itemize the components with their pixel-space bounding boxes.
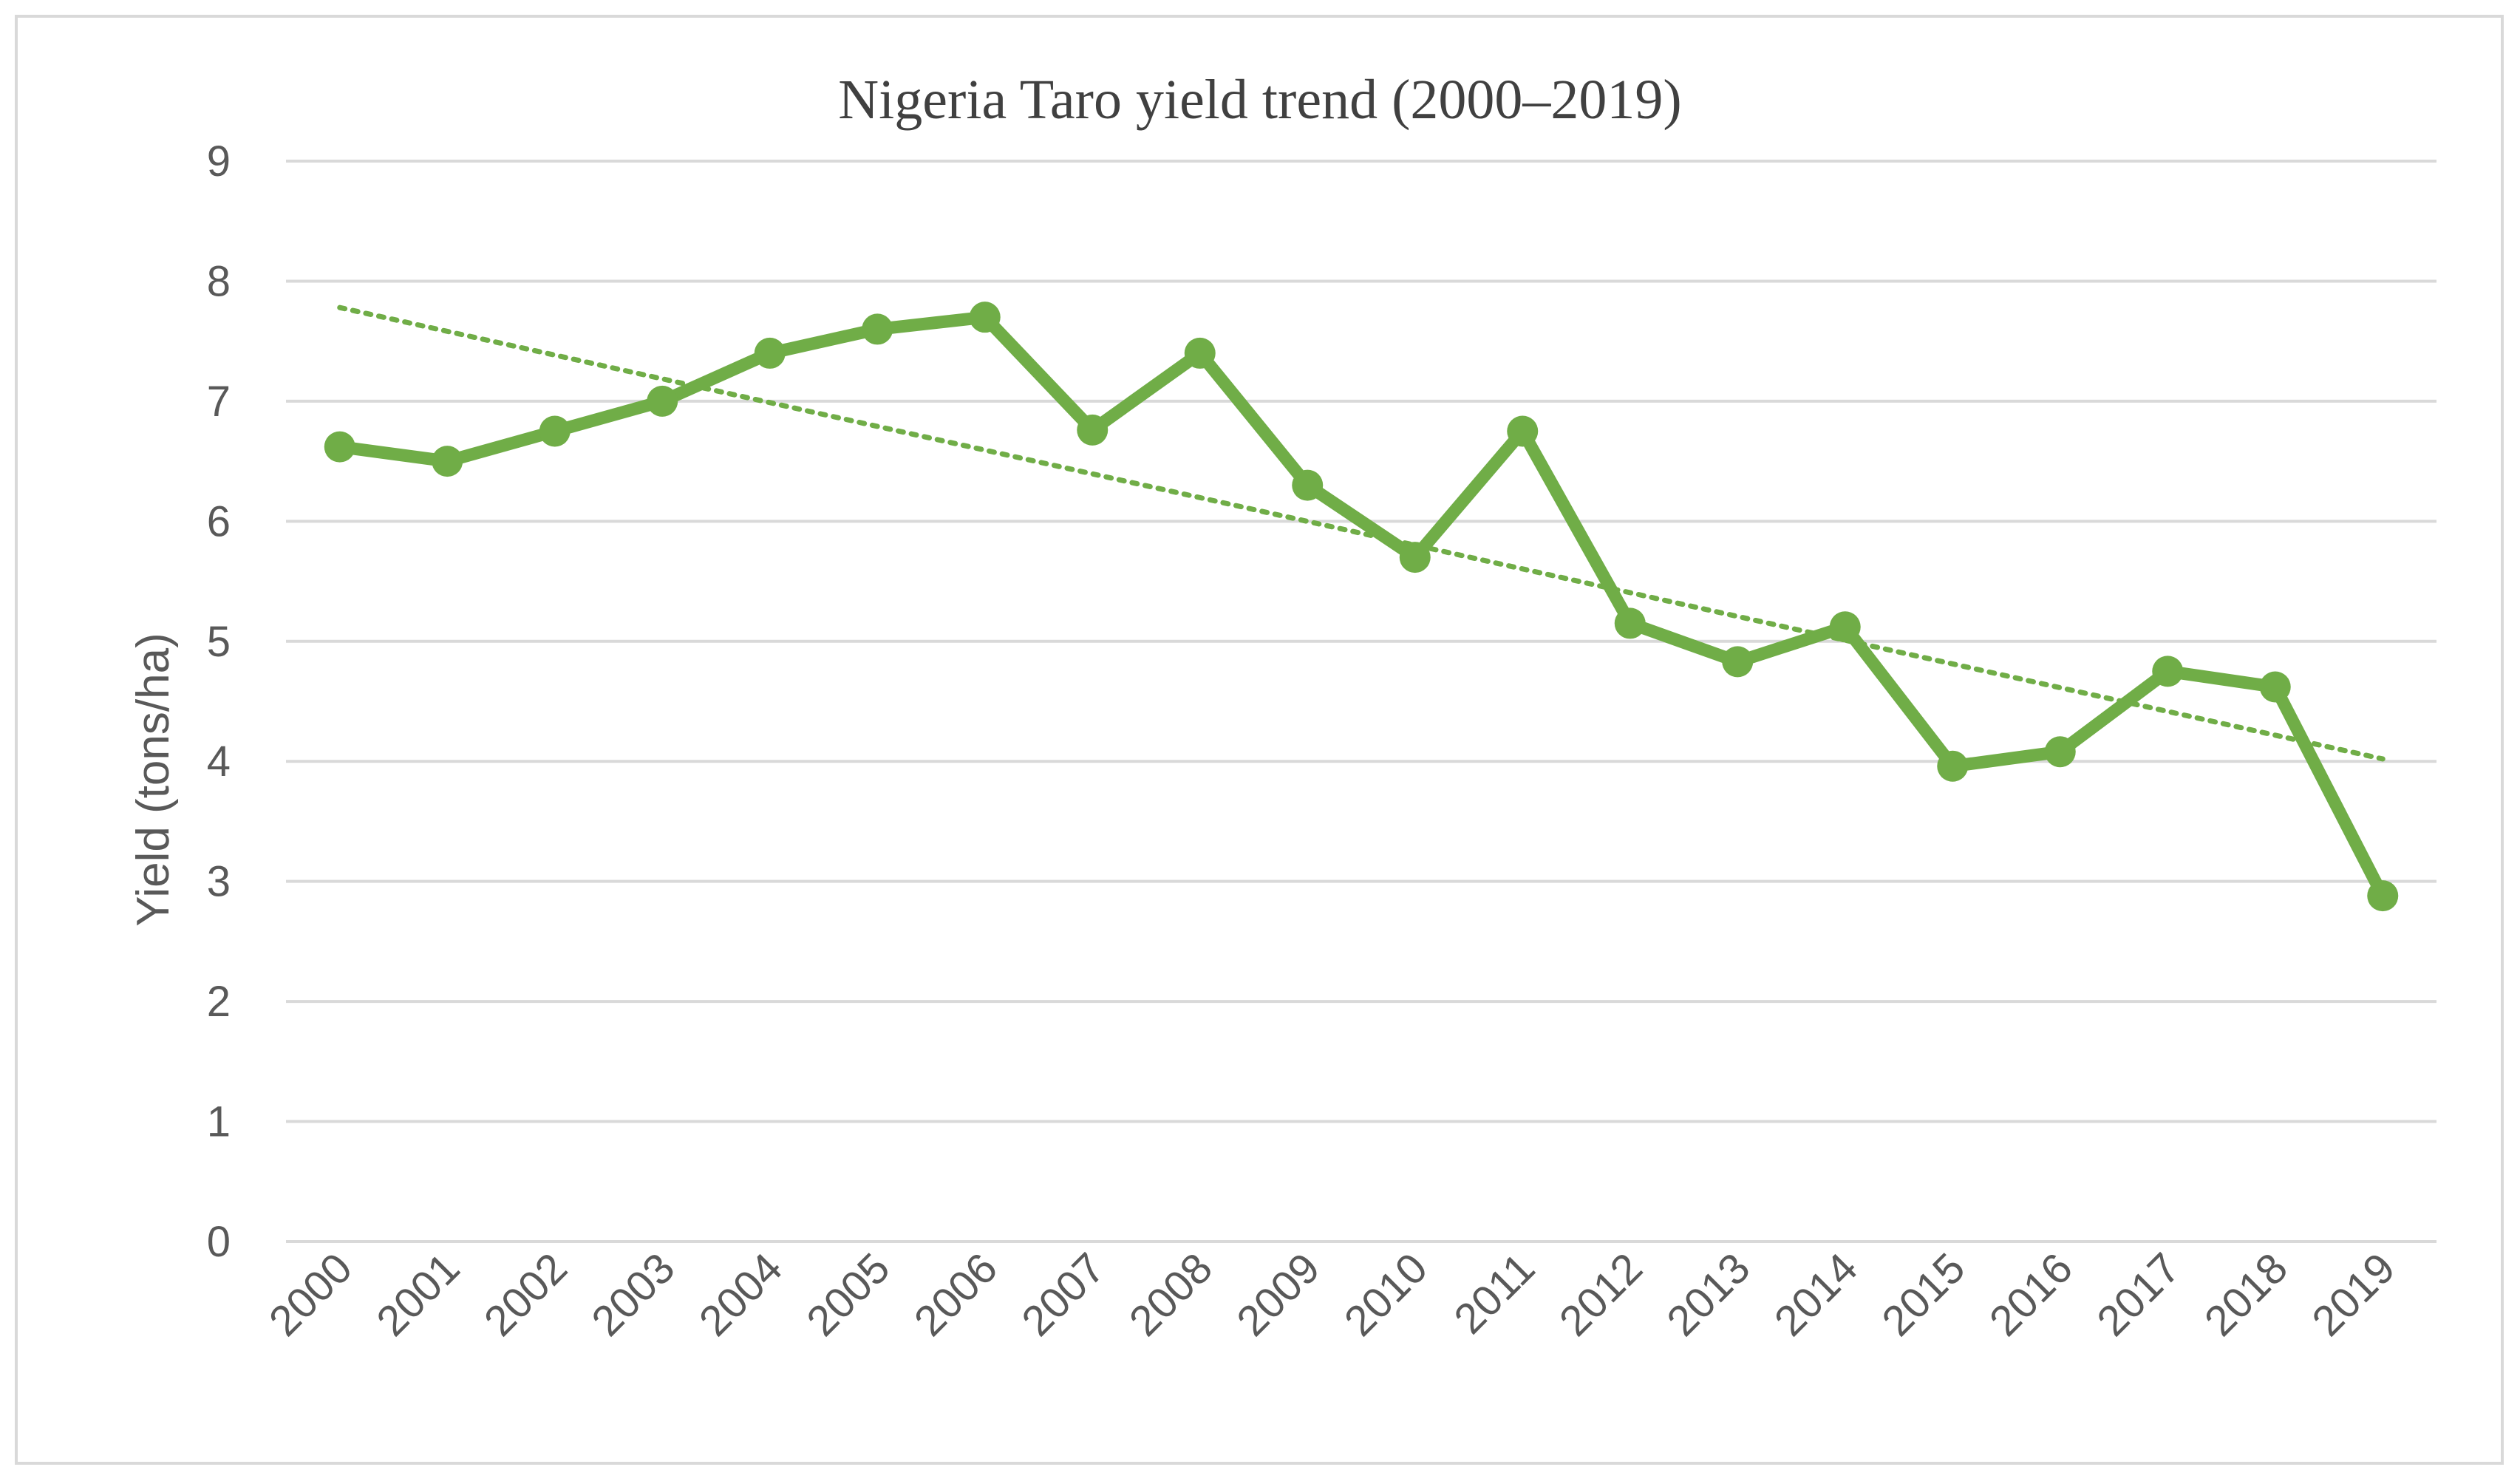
x-tick-label: 2006: [905, 1244, 1007, 1345]
trendline-group: [337, 304, 2386, 762]
data-point-2011: [1507, 415, 1539, 447]
y-tick-label: 2: [207, 978, 231, 1026]
data-point-2012: [1614, 607, 1646, 639]
x-tick-label: 2016: [1981, 1244, 2082, 1345]
data-point-2005: [862, 313, 893, 345]
x-tick-label: 2013: [1658, 1244, 1759, 1345]
x-tick-label: 2014: [1765, 1244, 1867, 1345]
x-tick-label: 2007: [1012, 1244, 1114, 1345]
data-point-2002: [539, 415, 571, 447]
data-point-2013: [1722, 646, 1754, 678]
data-point-2010: [1399, 542, 1431, 573]
y-tick-label: 6: [207, 497, 231, 545]
x-axis-ticks: 2000 2001 2002 2003 2004 2005 2006 2007 2008 2009…: [260, 1244, 2405, 1345]
y-tick-label: 0: [207, 1218, 231, 1266]
x-tick-label: 2009: [1227, 1244, 1329, 1345]
data-point-2014: [1829, 611, 1861, 643]
data-point-2001: [432, 446, 463, 477]
data-point-2003: [647, 385, 678, 417]
data-point-2017: [2152, 656, 2184, 687]
data-point-2004: [754, 337, 786, 369]
x-tick-label: 2003: [582, 1244, 684, 1345]
x-tick-label: 2011: [1445, 1244, 1544, 1343]
y-tick-label: 9: [207, 137, 231, 185]
x-tick-label: 2005: [797, 1244, 899, 1345]
y-axis-label: Yield (tons/ha): [128, 633, 179, 926]
x-tick-label: 2004: [690, 1244, 791, 1345]
x-tick-label: 2019: [2303, 1244, 2404, 1345]
x-tick-label: 2000: [260, 1244, 361, 1345]
y-axis-ticks: 0 1 2 3 4 5 6 7 8 9: [207, 137, 231, 1266]
y-tick-label: 1: [207, 1098, 231, 1146]
data-point-2000: [324, 431, 355, 463]
data-point-2018: [2259, 671, 2291, 703]
chart-frame: [15, 15, 2504, 1465]
x-tick-label: 2018: [2196, 1244, 2297, 1345]
data-point-2007: [1077, 414, 1109, 446]
y-tick-label: 8: [207, 257, 231, 305]
x-tick-label: 2001: [367, 1244, 469, 1345]
x-tick-label: 2008: [1120, 1244, 1222, 1345]
x-tick-label: 2017: [2088, 1244, 2189, 1345]
x-tick-label: 2010: [1335, 1244, 1437, 1345]
data-point-2009: [1292, 469, 1324, 501]
data-point-2019: [2367, 880, 2399, 912]
gridlines: [286, 160, 2436, 1243]
chart-title: Nigeria Taro yield trend (2000–2019): [838, 69, 1681, 131]
y-tick-label: 3: [207, 858, 231, 906]
y-tick-label: 7: [207, 378, 231, 426]
x-tick-label: 2002: [475, 1244, 576, 1345]
x-tick-label: 2012: [1550, 1244, 1652, 1345]
data-point-2016: [2044, 736, 2076, 768]
series-line-group: [333, 310, 2389, 902]
data-point-2008: [1184, 337, 1216, 369]
y-tick-label: 5: [207, 618, 231, 666]
x-tick-label: 2015: [1873, 1244, 1974, 1345]
series-line: [333, 310, 2389, 902]
data-points: [324, 302, 2399, 912]
y-tick-label: 4: [207, 738, 231, 786]
data-point-2015: [1937, 750, 1969, 782]
trendline: [337, 304, 2386, 762]
data-point-2006: [969, 302, 1001, 333]
